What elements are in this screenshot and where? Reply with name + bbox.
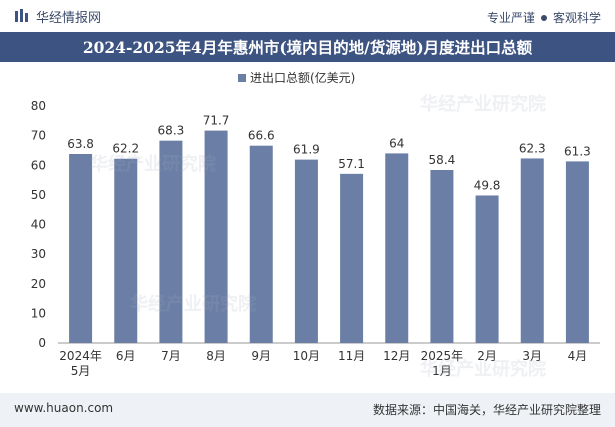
bar (340, 173, 364, 343)
x-tick-label: 2月 (477, 349, 497, 363)
x-tick-label: 7月 (161, 349, 181, 363)
bullet-dot-icon (540, 14, 547, 21)
legend-swatch (238, 74, 246, 82)
x-tick-label: 3月 (522, 349, 542, 363)
data-label: 68.3 (158, 124, 185, 138)
x-tick-label-line: 4月 (568, 349, 588, 363)
data-label: 62.2 (112, 142, 139, 156)
footer-source: 数据来源：中国海关，华经产业研究院整理 (372, 403, 601, 417)
data-label: 49.8 (474, 178, 501, 192)
bar (520, 158, 544, 343)
data-label: 62.3 (519, 141, 546, 155)
x-tick-label: 11月 (338, 349, 365, 363)
footer-website[interactable]: www.huaon.com (14, 401, 114, 415)
x-tick-label-line: 7月 (161, 349, 181, 363)
x-tick-label-line: 3月 (522, 349, 542, 363)
bar (475, 195, 499, 343)
y-tick-label: 40 (31, 218, 46, 232)
x-tick-label-line: 1月 (432, 364, 452, 378)
x-tick-label: 8月 (206, 349, 226, 363)
chart-title: 2024-2025年4月年惠州市(境内目的地/货源地)月度进出口总额 (0, 32, 615, 62)
data-label: 64 (389, 136, 404, 150)
bar-chart: 进出口总额(亿美元) 0 10 20 30 40 50 60 70 80 63.8 2024年 5月 62… (31, 70, 600, 378)
x-tick-label-line: 2月 (477, 349, 497, 363)
x-tick-label-line: 6月 (116, 349, 136, 363)
y-tick-label: 80 (31, 99, 46, 113)
footer: www.huaon.com 数据来源：中国海关，华经产业研究院整理 (0, 393, 615, 427)
x-tick-label-line: 5月 (71, 364, 91, 378)
y-tick-label: 70 (31, 129, 46, 143)
x-tick-label-line: 11月 (338, 349, 365, 363)
bar (204, 130, 228, 343)
tagline-1: 专业严谨 (486, 11, 535, 25)
tagline-2: 客观科学 (552, 11, 601, 25)
data-label: 61.3 (564, 144, 591, 158)
brand-name: 华经情报网 (36, 10, 102, 26)
bar (430, 169, 454, 343)
y-tick-label: 10 (31, 306, 46, 320)
data-label: 58.4 (429, 153, 456, 167)
y-tick-label: 20 (31, 277, 46, 291)
x-tick-label: 9月 (251, 349, 271, 363)
y-tick-label: 30 (31, 247, 46, 261)
x-tick-label-line: 8月 (206, 349, 226, 363)
y-tick-label: 0 (38, 336, 46, 350)
x-tick-label-line: 10月 (293, 349, 320, 363)
x-tick-label-line: 12月 (383, 349, 410, 363)
x-tick-label-line: 2025年 (421, 349, 464, 363)
top-bar: 华经情报网 专业严谨 客观科学 (0, 0, 615, 32)
chart-area: 进出口总额(亿美元) 0 10 20 30 40 50 60 70 80 63.8 2024年 5月 62… (0, 62, 615, 392)
y-tick-label: 60 (31, 158, 46, 172)
bar (294, 159, 318, 343)
x-tick-label-line: 2024年 (59, 349, 102, 363)
bar (565, 161, 589, 343)
data-label: 71.7 (203, 114, 230, 128)
bar (249, 145, 273, 343)
bar (385, 153, 409, 343)
x-tick-label: 2025年 1月 (421, 349, 464, 378)
bar (114, 158, 138, 343)
legend-label: 进出口总额(亿美元) (250, 70, 355, 85)
x-tick-label: 2024年 5月 (59, 349, 102, 378)
brand-logo-icon (15, 9, 28, 22)
data-label: 61.9 (293, 143, 320, 157)
x-tick-label: 10月 (293, 349, 320, 363)
brand[interactable]: 华经情报网 (14, 7, 102, 26)
data-label: 66.6 (248, 129, 275, 143)
bar (69, 153, 93, 343)
y-tick-label: 50 (31, 188, 46, 202)
x-tick-label: 12月 (383, 349, 410, 363)
x-tick-label: 4月 (568, 349, 588, 363)
tagline: 专业严谨 客观科学 (487, 9, 601, 26)
data-label: 57.1 (338, 157, 365, 171)
data-label: 63.8 (67, 137, 94, 151)
bar (159, 140, 183, 343)
x-tick-label: 6月 (116, 349, 136, 363)
x-tick-label-line: 9月 (251, 349, 271, 363)
